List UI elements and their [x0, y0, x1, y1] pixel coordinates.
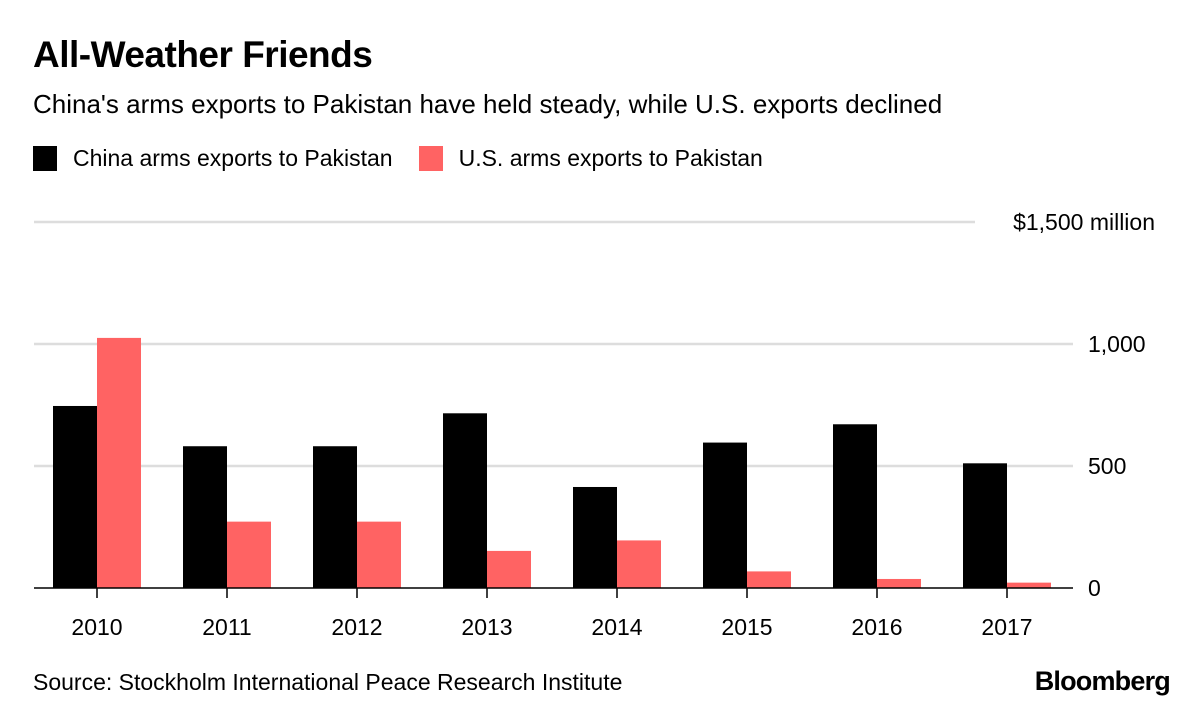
- bar-us-2011: [227, 521, 271, 588]
- legend-label-china: China arms exports to Pakistan: [73, 145, 393, 171]
- bloomberg-logo: Bloomberg: [1034, 666, 1171, 696]
- x-tick-label: 2015: [721, 614, 772, 640]
- bar-china-2011: [183, 446, 227, 588]
- bar-china-2017: [963, 463, 1007, 588]
- bar-us-2013: [487, 550, 531, 588]
- legend-item-china: China arms exports to Pakistan: [33, 145, 393, 172]
- x-axis-labels: 2010 2011 2012 2013 2014 2015 2016 2017: [71, 614, 1032, 640]
- legend-item-us: U.S. arms exports to Pakistan: [418, 145, 763, 172]
- bar-us-2014: [617, 540, 661, 588]
- chart-subtitle: China's arms exports to Pakistan have he…: [33, 89, 943, 119]
- x-axis: [34, 587, 1073, 598]
- chart-title: All-Weather Friends: [33, 34, 373, 75]
- legend-swatch-us: [418, 146, 443, 171]
- bar-china-2015: [703, 442, 747, 588]
- x-tick-label: 2011: [202, 614, 251, 640]
- gridlines: [34, 220, 1073, 468]
- bar-china-2013: [443, 413, 487, 588]
- y-axis-labels: 0 500 1,000 $1,500 million: [1013, 209, 1155, 601]
- x-tick-label: 2010: [71, 614, 122, 640]
- bar-china-2012: [313, 446, 357, 588]
- legend-swatch-china: [33, 146, 57, 171]
- source-note: Source: Stockholm International Peace Re…: [33, 669, 623, 695]
- x-tick-label: 2012: [331, 614, 382, 640]
- bar-us-2017: [1007, 582, 1051, 588]
- bar-us-2012: [357, 521, 401, 588]
- y-tick-label: 500: [1088, 453, 1126, 479]
- x-tick-label: 2014: [591, 614, 642, 640]
- y-tick-label: 1,000: [1088, 331, 1146, 357]
- bar-us-2010: [97, 337, 141, 588]
- y-tick-label: $1,500 million: [1013, 209, 1155, 235]
- y-tick-label: 0: [1088, 575, 1101, 601]
- x-tick-label: 2016: [851, 614, 902, 640]
- bar-us-2015: [747, 571, 791, 588]
- bar-china-2010: [53, 405, 97, 588]
- legend: China arms exports to Pakistan U.S. arms…: [33, 145, 789, 172]
- bar-china-2014: [573, 486, 617, 588]
- bar-china-2016: [833, 424, 877, 588]
- x-tick-label: 2013: [461, 614, 512, 640]
- x-tick-label: 2017: [981, 614, 1032, 640]
- bar-us-2016: [877, 578, 921, 588]
- legend-label-us: U.S. arms exports to Pakistan: [458, 145, 763, 171]
- bars: [53, 337, 1051, 588]
